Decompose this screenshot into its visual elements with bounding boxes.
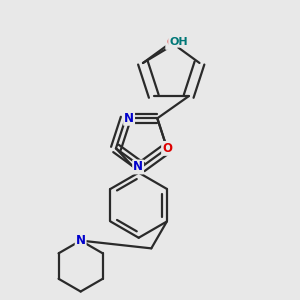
Text: O: O <box>162 142 172 155</box>
Text: O: O <box>166 36 176 49</box>
Text: OH: OH <box>169 37 188 47</box>
Text: N: N <box>76 234 85 247</box>
Text: N: N <box>124 112 134 125</box>
Text: N: N <box>133 160 143 173</box>
